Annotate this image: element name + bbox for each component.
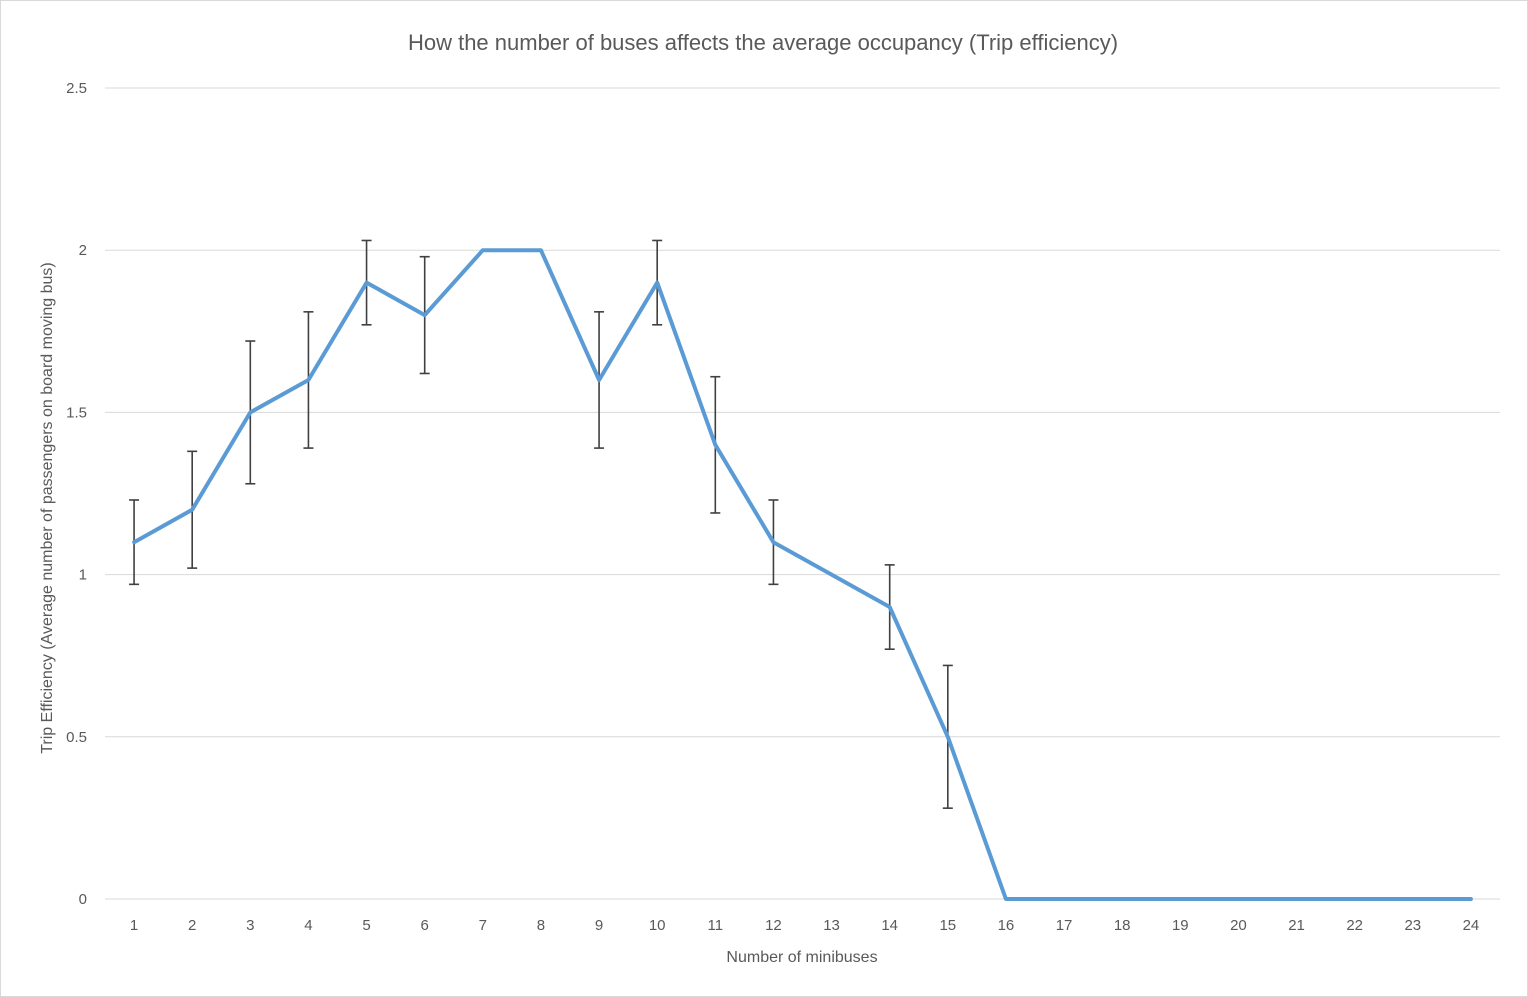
- x-tick-label: 10: [649, 917, 666, 934]
- x-tick-label: 20: [1230, 917, 1247, 934]
- y-tick-label: 0.5: [66, 729, 87, 746]
- x-tick-label: 18: [1114, 917, 1131, 934]
- x-tick-label: 24: [1463, 917, 1480, 934]
- x-tick-label: 14: [881, 917, 898, 934]
- series-line-0: [132, 248, 1473, 901]
- x-tick-label: 15: [939, 917, 956, 934]
- y-tick-label: 1.5: [66, 404, 87, 421]
- error-bars: [129, 239, 953, 809]
- x-tick-label: 23: [1404, 917, 1421, 934]
- x-tick-label: 6: [421, 917, 429, 934]
- y-tick-label: 2.5: [66, 80, 87, 97]
- x-tick-label: 4: [304, 917, 312, 934]
- x-tick-label: 21: [1288, 917, 1305, 934]
- gridlines: [105, 87, 1500, 900]
- x-tick-label: 19: [1172, 917, 1189, 934]
- x-tick-label: 17: [1056, 917, 1073, 934]
- x-tick-label: 8: [537, 917, 545, 934]
- x-tick-label: 16: [998, 917, 1015, 934]
- x-tick-label: 2: [188, 917, 196, 934]
- y-axis-title: Trip Efficiency (Average number of passe…: [39, 262, 56, 754]
- x-tick-label: 5: [362, 917, 370, 934]
- x-tick-label: 11: [708, 917, 724, 934]
- x-tick-label: 13: [823, 917, 840, 934]
- chart-title: How the number of buses affects the aver…: [408, 30, 1118, 55]
- x-axis-title: Number of minibuses: [726, 949, 877, 966]
- series-lines: [132, 248, 1473, 901]
- x-tick-label: 3: [246, 917, 254, 934]
- y-tick-labels: 0 0.5 1 1.5 2 2.5: [66, 80, 87, 908]
- x-tick-label: 22: [1346, 917, 1363, 934]
- x-tick-labels: 1 2 3 4 5 6 7 8 9 10 11 12 13 14 15 16 17 18 19 20 21 22 23 24: [130, 917, 1479, 934]
- x-tick-label: 12: [765, 917, 782, 934]
- y-tick-label: 2: [79, 242, 87, 259]
- x-tick-label: 1: [130, 917, 138, 934]
- x-tick-label: 7: [479, 917, 487, 934]
- y-tick-label: 0: [79, 891, 87, 908]
- x-tick-label: 9: [595, 917, 603, 934]
- y-tick-label: 1: [79, 567, 87, 584]
